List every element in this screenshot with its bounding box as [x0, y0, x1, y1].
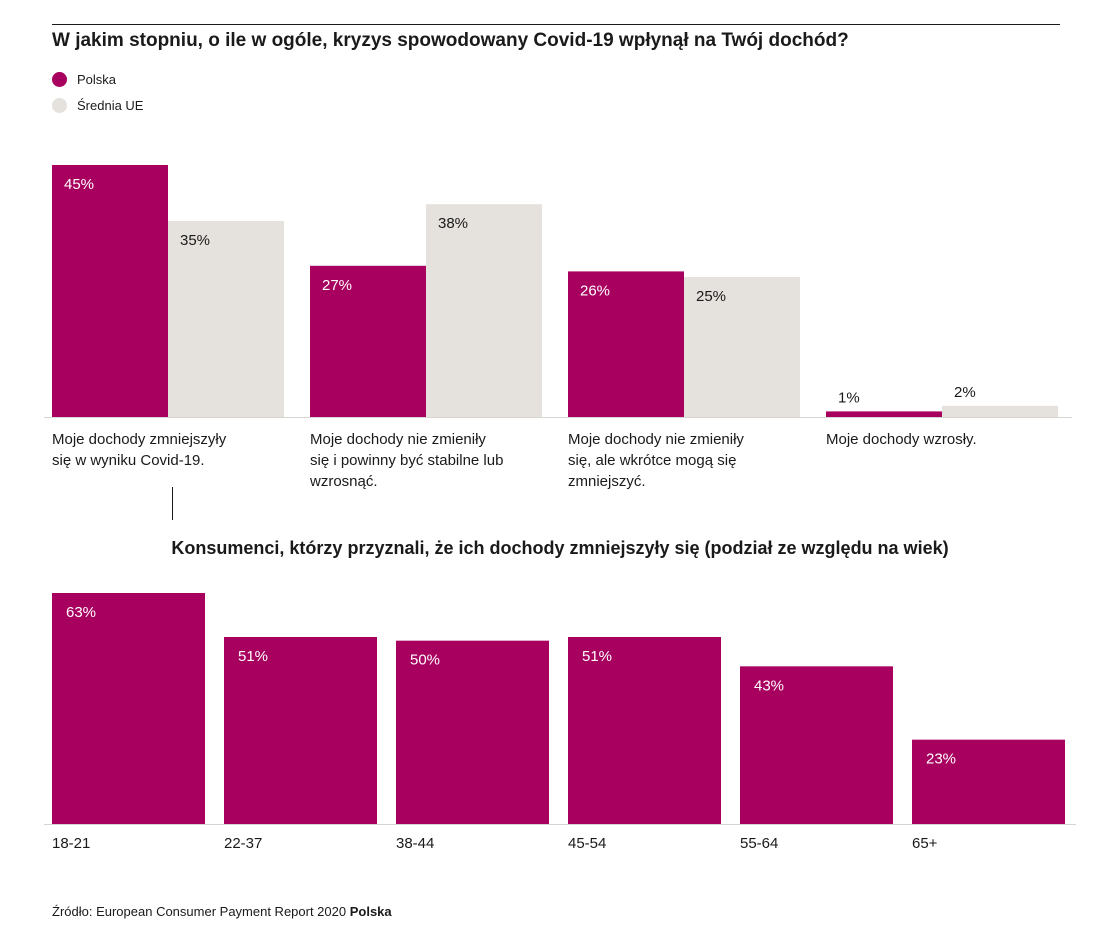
age-category-label-3: 45-54	[568, 835, 606, 852]
age-category-label-0: 18-21	[52, 835, 90, 852]
age-bar-0	[52, 593, 205, 824]
bar-label-polska-1: 27%	[322, 277, 352, 294]
bar-label-srednia-ue-3: 2%	[954, 384, 976, 401]
bar-label-polska-3: 1%	[838, 389, 860, 406]
legend: Polska Średnia UE	[52, 70, 143, 122]
bar-polska-0	[52, 165, 168, 417]
bar-srednia-ue-2	[684, 277, 800, 417]
bar-srednia-ue-3	[942, 405, 1058, 417]
legend-item-srednia-ue: Średnia UE	[52, 96, 143, 114]
age-chart-title: Konsumenci, którzy przyznali, że ich doc…	[171, 538, 949, 558]
source-text: Źródło: European Consumer Payment Report…	[52, 904, 350, 919]
age-bar-3	[568, 637, 721, 824]
age-category-label-5: 65+	[912, 835, 938, 852]
age-bar-1	[224, 637, 377, 824]
chart-title: W jakim stopniu, o ile w ogóle, kryzys s…	[52, 30, 849, 51]
category-label-1: Moje dochody nie zmieniły się i powinny b…	[309, 431, 503, 490]
bar-label-srednia-ue-2: 25%	[696, 288, 726, 305]
legend-item-polska: Polska	[52, 70, 143, 88]
age-category-label-4: 55-64	[740, 835, 778, 852]
age-bar-4	[740, 666, 893, 824]
bar-label-polska-2: 26%	[580, 282, 610, 299]
age-bar-label-2: 50%	[410, 652, 440, 669]
category-label-2: Moje dochody nie zmieniły się, ale wkrótc…	[568, 431, 744, 490]
bar-polska-1	[310, 265, 426, 417]
age-category-label-2: 38-44	[396, 835, 434, 852]
bar-label-srednia-ue-0: 35%	[180, 232, 210, 249]
top-rule	[52, 24, 1060, 25]
age-bar-2	[396, 640, 549, 824]
bar-polska-3	[826, 411, 942, 417]
category-label-0: Moje dochody zmniejszyły się w wyniku Cov…	[52, 431, 227, 469]
legend-label-srednia-ue: Średnia UE	[77, 97, 144, 113]
legend-dot-srednia-ue	[52, 97, 67, 113]
source-note: Źródło: European Consumer Payment Report…	[52, 904, 392, 919]
bar-srednia-ue-0	[168, 221, 284, 417]
category-label-3: Moje dochody wzrosły.	[826, 431, 977, 448]
age-bar-label-4: 43%	[754, 677, 784, 694]
bar-polska-2	[568, 271, 684, 417]
legend-dot-polska	[52, 71, 67, 87]
source-country: Polska	[349, 904, 392, 919]
bar-label-srednia-ue-1: 38%	[438, 215, 468, 232]
age-bar-label-5: 23%	[926, 751, 956, 768]
bar-srednia-ue-1	[426, 204, 542, 417]
bar-label-polska-0: 45%	[64, 176, 94, 193]
income-impact-chart: 45% 27% 26% 1% 35% 38% 25% 2% Moje dochody zmnie…	[44, 165, 1072, 520]
age-bar-label-1: 51%	[238, 648, 268, 665]
legend-label-polska: Polska	[77, 71, 117, 87]
age-bar-5	[912, 739, 1065, 824]
age-category-label-1: 22-37	[224, 835, 262, 852]
age-bar-label-3: 51%	[582, 648, 612, 665]
age-bar-label-0: 63%	[66, 604, 96, 621]
